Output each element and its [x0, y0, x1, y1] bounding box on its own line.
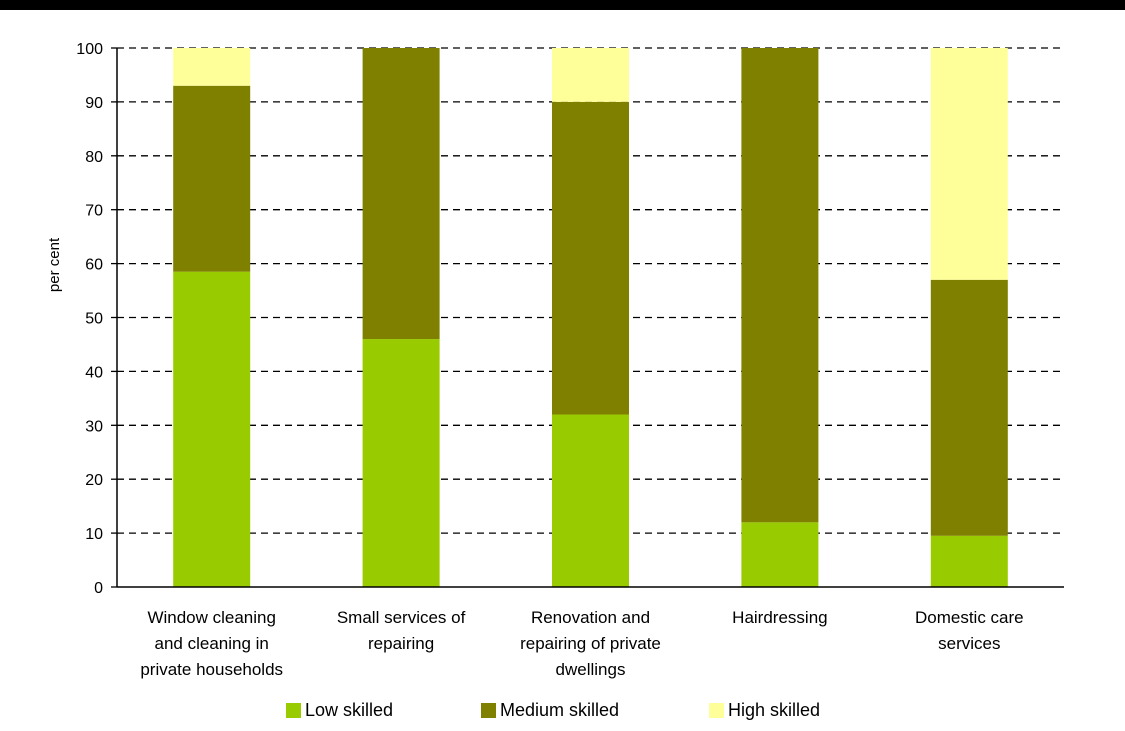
bar-segment [173, 271, 251, 587]
bar-segment [741, 522, 819, 587]
legend: Low skilled Medium skilled High skilled [286, 700, 820, 720]
bar-segment [552, 48, 629, 102]
x-category-label: Small services of [337, 608, 466, 627]
y-tick-label: 80 [85, 149, 103, 166]
y-axis-label: per cent [46, 237, 63, 292]
x-category-label: services [938, 634, 1000, 653]
y-tick-labels: 0 10 20 30 40 50 60 70 80 90 100 [76, 41, 117, 597]
bar-segment [552, 101, 629, 415]
legend-swatch [286, 703, 301, 718]
y-tick-label: 90 [85, 95, 103, 112]
legend-label: Low skilled [305, 700, 393, 720]
y-tick-label: 0 [94, 580, 103, 597]
bar-segment [741, 48, 819, 523]
x-category-label: Renovation and [531, 608, 650, 627]
y-tick-label: 10 [85, 526, 103, 543]
top-rule [0, 0, 1125, 10]
x-category-label: private households [140, 660, 283, 679]
bar-segment [930, 535, 1008, 587]
bars [173, 48, 1008, 587]
bar-segment [362, 339, 440, 587]
x-category-label: Window cleaning [147, 608, 276, 627]
legend-swatch [481, 703, 496, 718]
legend-label: High skilled [728, 700, 820, 720]
x-category-labels: Window cleaning and cleaning in private ho… [140, 608, 1023, 679]
y-tick-label: 70 [85, 203, 103, 220]
bar-segment [362, 48, 440, 340]
bar-segment [930, 279, 1008, 536]
legend-label: Medium skilled [500, 700, 619, 720]
bar-segment [173, 48, 251, 86]
x-category-label: Hairdressing [732, 608, 827, 627]
legend-swatch [709, 703, 724, 718]
y-tick-label: 30 [85, 418, 103, 435]
x-category-label: Domestic care [915, 608, 1024, 627]
y-tick-label: 20 [85, 472, 103, 489]
bar-segment [173, 85, 251, 272]
y-tick-label: 50 [85, 311, 103, 328]
x-category-label: dwellings [556, 660, 626, 679]
bar-segment [552, 414, 629, 587]
x-category-label: repairing of private [520, 634, 661, 653]
y-tick-label: 40 [85, 364, 103, 381]
bar-segment [930, 48, 1008, 280]
x-category-label: repairing [368, 634, 434, 653]
y-tick-label: 100 [76, 41, 103, 58]
x-category-label: and cleaning in [155, 634, 269, 653]
y-tick-label: 60 [85, 257, 103, 274]
